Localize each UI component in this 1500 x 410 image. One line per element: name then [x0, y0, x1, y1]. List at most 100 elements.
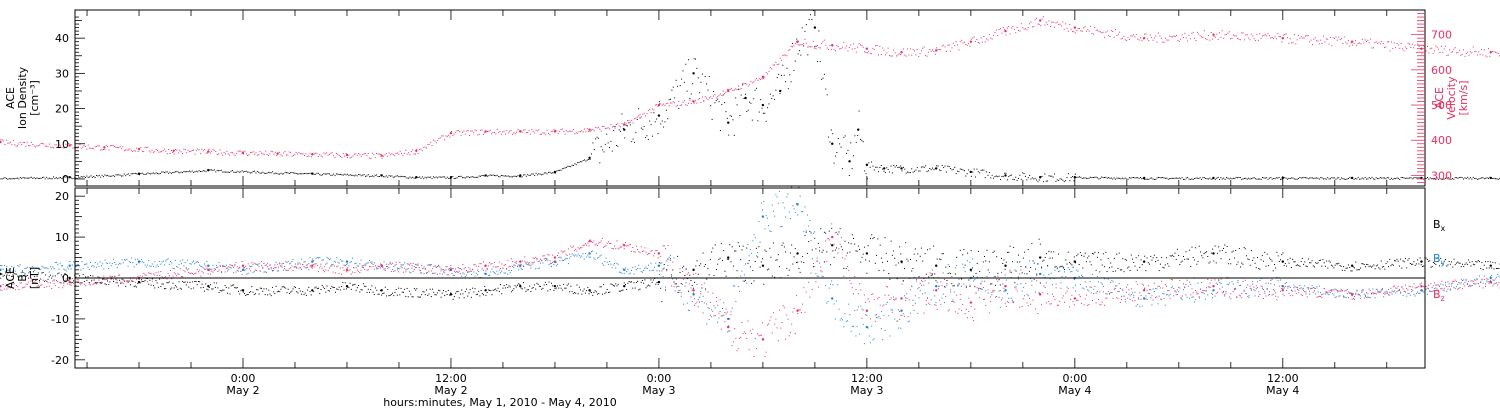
- bx-sample: [946, 279, 948, 281]
- density-sample: [1145, 178, 1147, 180]
- velocity-sample: [643, 112, 645, 114]
- bx-sample: [639, 288, 641, 290]
- by-sample: [459, 268, 461, 270]
- bx-sample: [1067, 251, 1069, 253]
- bx-sample: [723, 250, 725, 252]
- density-sample: [697, 77, 699, 79]
- bx-sample: [677, 255, 679, 257]
- velocity-sample: [1198, 33, 1200, 35]
- velocity-sample: [374, 157, 376, 159]
- bx-sample: [480, 290, 482, 292]
- density-sample: [633, 141, 635, 143]
- velocity-sample: [427, 144, 429, 146]
- density-sample: [477, 176, 479, 178]
- by-sample: [206, 260, 208, 262]
- density-sample: [1085, 177, 1087, 179]
- bx-sample: [846, 252, 848, 254]
- density-sample: [1149, 177, 1151, 179]
- bx-sample: [1041, 266, 1043, 268]
- bx-sample: [620, 290, 622, 292]
- velocity-sample: [1464, 55, 1466, 57]
- bx-sample: [821, 251, 823, 253]
- velocity-sample: [803, 43, 805, 45]
- density-sample: [120, 175, 122, 177]
- velocity-sample: [839, 48, 841, 50]
- bx-sample: [1185, 251, 1187, 253]
- by-sample: [156, 264, 158, 266]
- velocity-sample: [653, 109, 655, 111]
- density-sample: [495, 175, 497, 177]
- by-sample: [484, 272, 486, 274]
- by-sample: [644, 267, 646, 269]
- bx-sample: [922, 260, 924, 262]
- by-sample: [537, 267, 539, 269]
- bx-sample: [1316, 263, 1318, 265]
- bx-sample: [954, 273, 956, 275]
- bx-sample: [815, 248, 817, 250]
- density-sample: [930, 169, 932, 171]
- bx-sample: [735, 250, 737, 252]
- bx-sample: [416, 288, 418, 290]
- velocity-sample: [758, 78, 760, 80]
- velocity-sample: [866, 52, 868, 54]
- velocity-sample: [1385, 46, 1387, 48]
- density-sample: [453, 177, 455, 179]
- by-sample: [592, 250, 594, 252]
- velocity-sample: [327, 154, 329, 156]
- density-sample: [1397, 177, 1399, 179]
- density-sample: [467, 176, 469, 178]
- bx-sample: [200, 287, 202, 289]
- density-sample: [1372, 178, 1374, 180]
- bx-sample: [445, 291, 447, 293]
- bx-sample: [413, 288, 415, 290]
- bx-sample: [25, 275, 27, 277]
- bx-sample: [555, 287, 557, 289]
- density-sample: [1140, 177, 1142, 179]
- velocity-sample: [1397, 44, 1399, 46]
- velocity-sample: [1201, 36, 1203, 38]
- velocity-sample: [950, 50, 952, 52]
- velocity-sample: [176, 149, 178, 151]
- bx-sample: [558, 287, 560, 289]
- bx-sample: [612, 285, 614, 287]
- bx-sample: [250, 291, 252, 293]
- bx-sample: [502, 287, 504, 289]
- bx-sample: [523, 282, 525, 284]
- density-sample: [894, 166, 896, 168]
- bx-sample: [1477, 260, 1479, 262]
- bx-sample: [294, 286, 296, 288]
- velocity-sample: [206, 152, 208, 154]
- bx-sample: [1391, 263, 1393, 265]
- density-sample: [1173, 177, 1175, 179]
- density-sample: [377, 176, 379, 178]
- velocity-sample: [1311, 44, 1313, 46]
- velocity-sample: [1375, 41, 1377, 43]
- density-sample: [1335, 178, 1337, 180]
- velocity-sample: [1263, 34, 1265, 36]
- velocity-sample: [1404, 46, 1406, 48]
- by-sample: [288, 263, 290, 265]
- bx-sample: [940, 259, 942, 261]
- bx-sample: [444, 295, 446, 297]
- bx-sample: [1235, 249, 1237, 251]
- density-sample: [1078, 176, 1080, 178]
- bx-sample: [698, 265, 700, 267]
- velocity-sample: [1461, 53, 1463, 55]
- density-sample: [1133, 177, 1135, 179]
- by-sample: [245, 269, 247, 271]
- bx-sample: [519, 284, 521, 286]
- velocity-sample: [453, 133, 455, 135]
- bx-sample: [304, 292, 306, 294]
- density-sample: [169, 171, 171, 173]
- bx-sample: [327, 290, 329, 292]
- density-sample: [760, 99, 762, 101]
- velocity-sample: [403, 152, 405, 154]
- bx-sample: [601, 293, 603, 295]
- bx-sample: [781, 244, 783, 246]
- velocity-sample: [424, 146, 426, 148]
- velocity-sample: [359, 154, 361, 156]
- by-sample: [495, 273, 497, 275]
- bx-sample: [1233, 257, 1235, 259]
- bx-sample: [278, 290, 280, 292]
- velocity-sample: [1017, 29, 1019, 31]
